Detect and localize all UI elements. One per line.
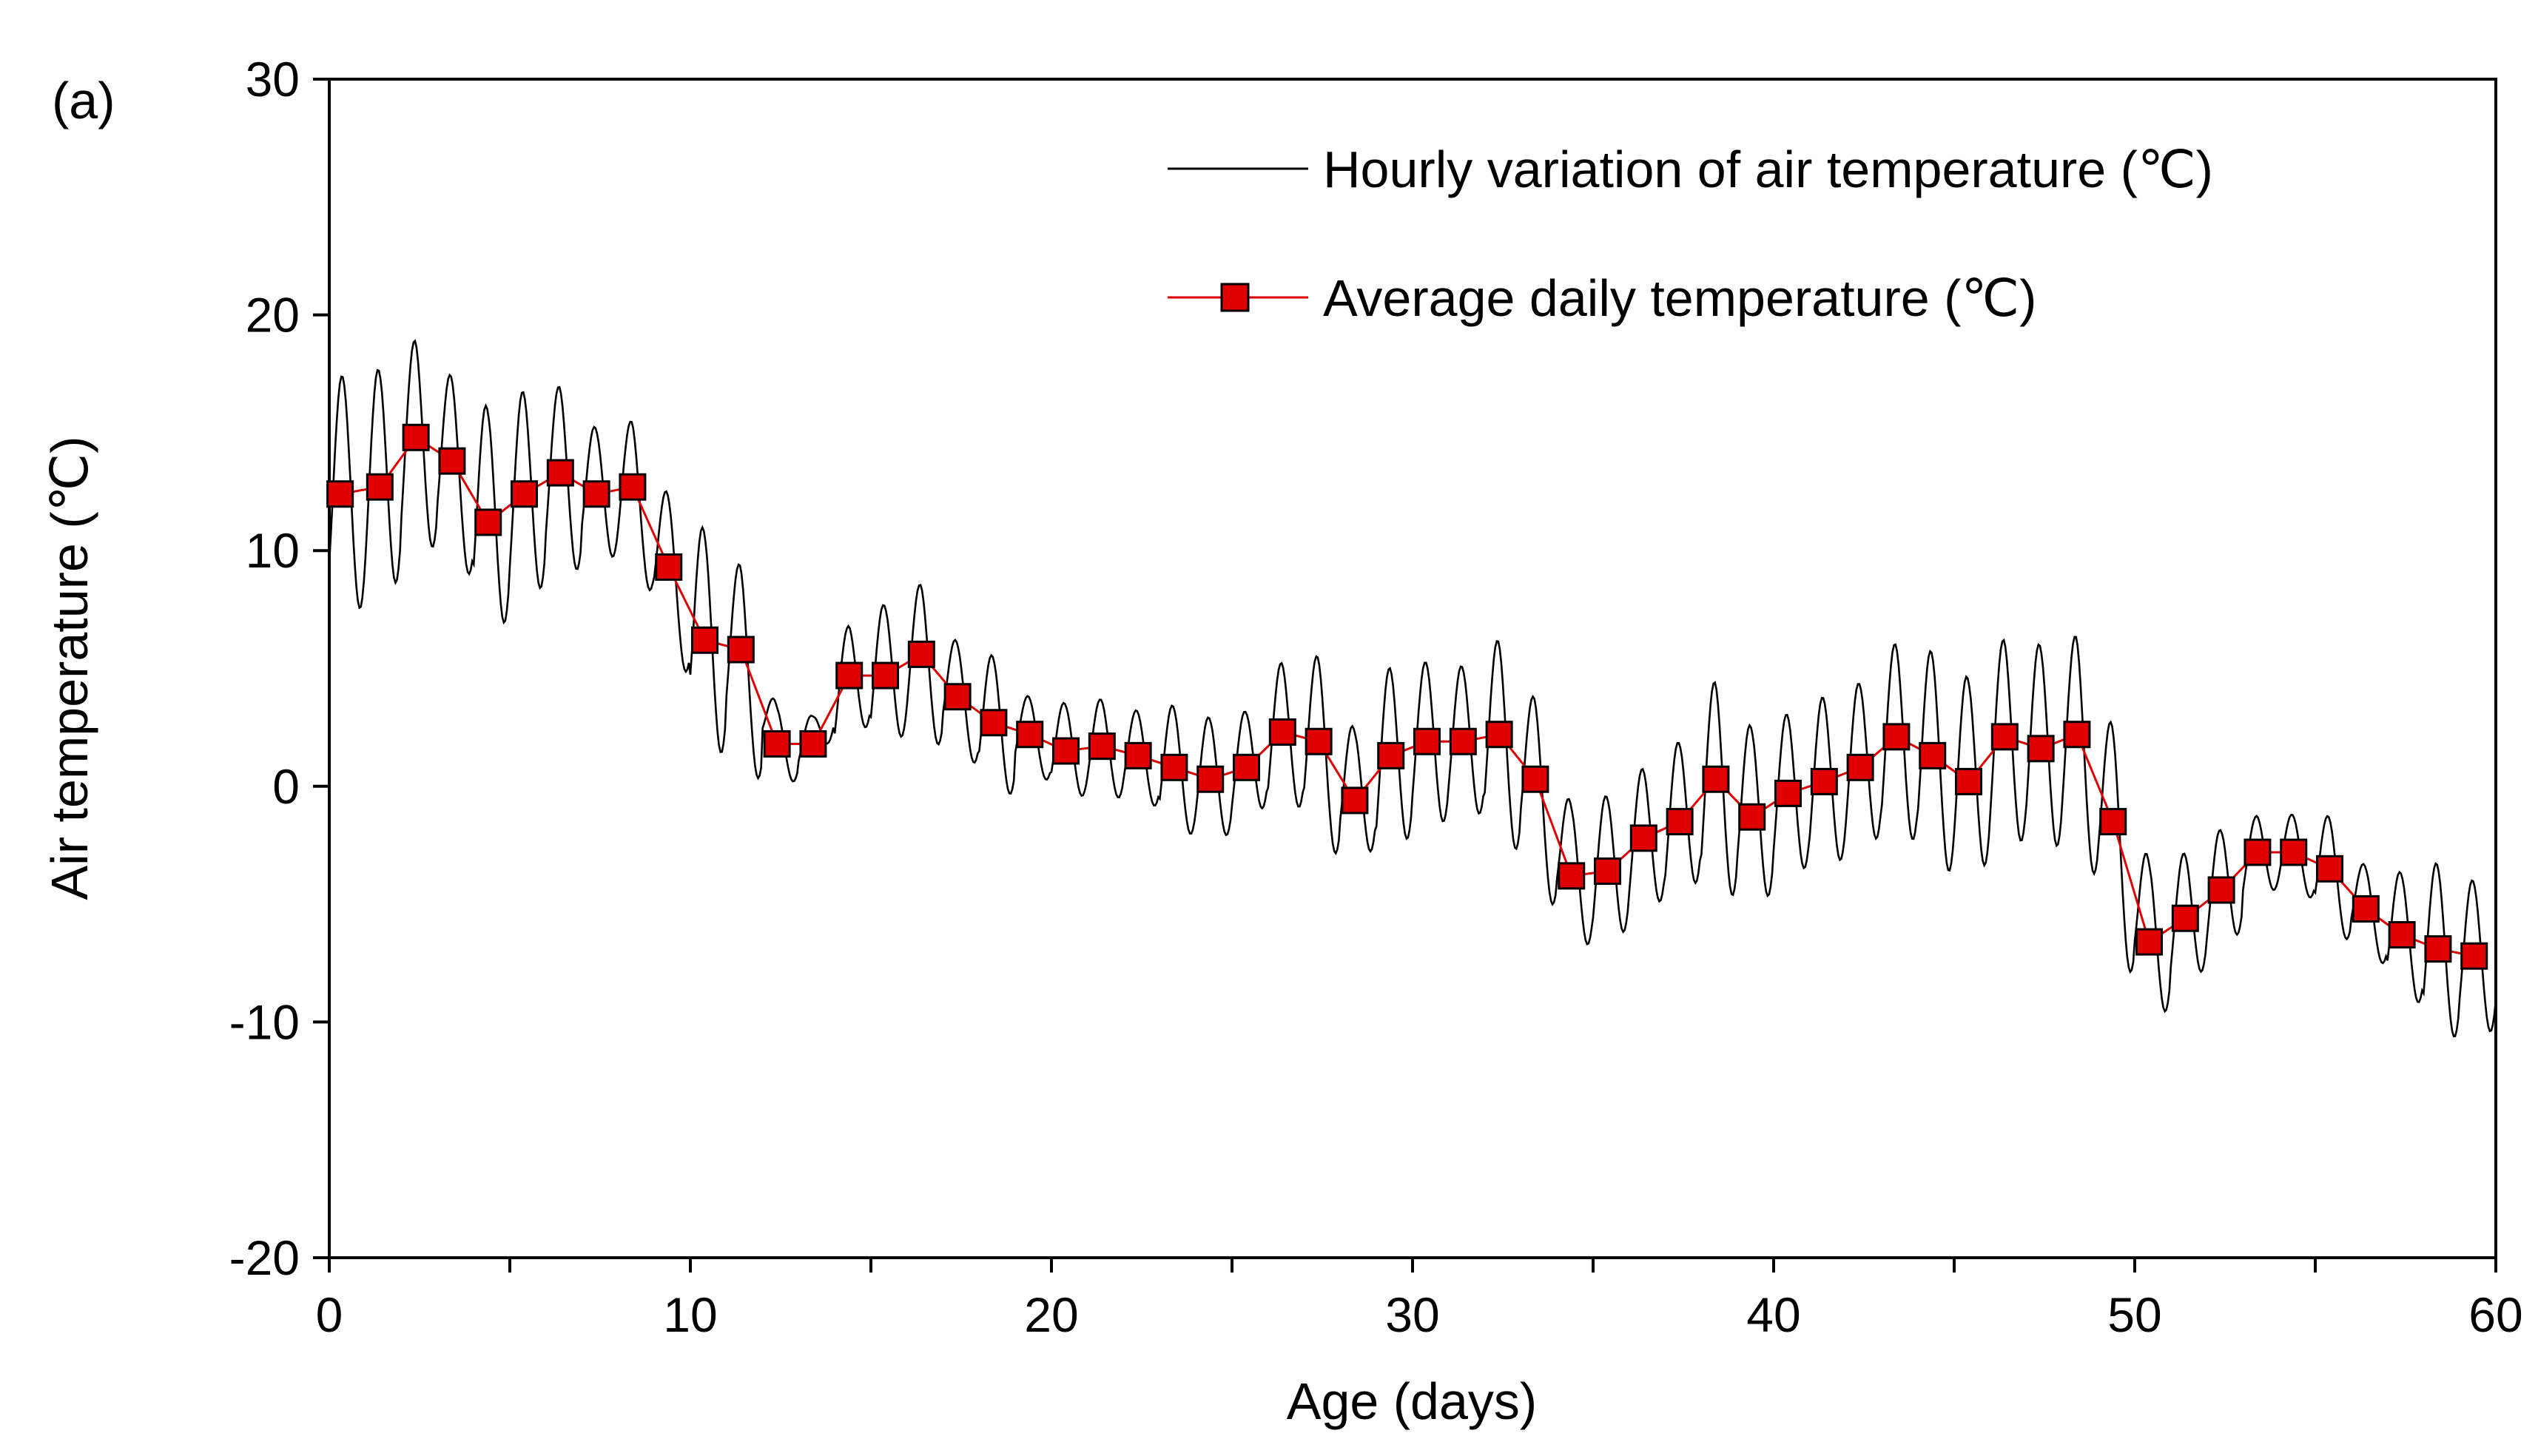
daily-marker <box>546 459 574 487</box>
daily-marker <box>2352 894 2380 923</box>
legend-hourly-label: Hourly variation of air temperature (℃) <box>1323 141 2213 198</box>
daily-marker <box>1846 753 1874 781</box>
daily-marker <box>438 447 466 475</box>
daily-marker <box>619 473 647 501</box>
daily-marker <box>2027 735 2055 763</box>
daily-marker <box>655 553 683 582</box>
daily-marker <box>872 661 900 690</box>
daily-marker <box>2460 942 2488 970</box>
daily-marker <box>1629 824 1657 852</box>
plot-frame <box>328 78 2497 1259</box>
daily-marker <box>1016 721 1044 749</box>
daily-marker <box>366 473 394 501</box>
daily-marker <box>1594 857 1622 885</box>
legend-daily-marker <box>1220 283 1250 312</box>
daily-marker <box>1268 718 1296 746</box>
daily-marker <box>1088 732 1116 761</box>
panel-label: (a) <box>52 72 115 129</box>
daily-marker <box>1521 765 1549 793</box>
daily-marker <box>1702 765 1730 793</box>
y-tick-label: 10 <box>246 523 300 578</box>
daily-marker <box>799 729 827 758</box>
daily-marker <box>2207 876 2235 904</box>
daily-marker <box>2280 838 2308 866</box>
daily-marker <box>1052 737 1080 765</box>
daily-marker <box>1233 753 1261 781</box>
y-tick-label: -10 <box>229 994 300 1049</box>
daily-marker <box>1810 767 1838 795</box>
daily-marker <box>2099 808 2127 836</box>
legend-daily-label: Average daily temperature (℃) <box>1323 269 2036 327</box>
daily-marker <box>980 709 1008 737</box>
y-tick-label: 30 <box>246 52 300 107</box>
daily-marker <box>1124 741 1152 769</box>
daily-marker <box>943 683 972 711</box>
daily-marker <box>1377 741 1405 769</box>
daily-marker <box>1919 741 1947 769</box>
daily-marker <box>2424 935 2452 963</box>
legend: Hourly variation of air temperature (℃) … <box>1168 141 2213 327</box>
x-tick-label: 40 <box>1746 1287 1800 1342</box>
x-axis-title: Age (days) <box>1287 1372 1537 1430</box>
daily-marker <box>1955 767 1983 795</box>
daily-marker <box>402 423 430 451</box>
x-tick-label: 10 <box>663 1287 717 1342</box>
daily-marker <box>727 636 755 664</box>
x-axis: 0 10 20 30 40 50 60 <box>316 1258 2523 1342</box>
hourly-temperature-line <box>328 339 2497 1038</box>
daily-marker <box>1196 765 1225 793</box>
x-tick-label: 0 <box>316 1287 343 1342</box>
daily-marker <box>326 480 354 508</box>
x-tick-label: 20 <box>1024 1287 1078 1342</box>
y-tick-label: 0 <box>272 759 300 814</box>
y-tick-label: -20 <box>229 1230 300 1285</box>
daily-average-markers <box>326 423 2488 970</box>
daily-marker <box>1449 727 1477 755</box>
daily-marker <box>2244 838 2272 866</box>
daily-marker <box>2171 904 2199 932</box>
daily-marker <box>835 661 864 690</box>
daily-marker <box>907 640 935 668</box>
daily-marker <box>1738 803 1766 831</box>
daily-marker <box>1774 779 1802 807</box>
daily-marker <box>582 480 610 508</box>
daily-marker <box>511 480 539 508</box>
daily-marker <box>2388 921 2416 949</box>
daily-marker <box>1305 727 1333 755</box>
daily-marker <box>1341 786 1369 815</box>
y-axis: -20 -10 0 10 20 30 <box>229 52 329 1285</box>
daily-marker <box>2135 928 2164 956</box>
daily-marker <box>1882 723 1911 751</box>
daily-marker <box>2063 721 2091 749</box>
daily-marker <box>1413 727 1441 755</box>
daily-marker <box>1666 808 1694 836</box>
daily-marker <box>1485 721 1513 749</box>
daily-marker <box>1558 862 1586 890</box>
daily-marker <box>1160 753 1188 781</box>
y-axis-title: Air temperature (℃) <box>41 436 98 900</box>
daily-marker <box>1990 723 2019 751</box>
x-tick-label: 50 <box>2107 1287 2161 1342</box>
x-tick-label: 30 <box>1385 1287 1439 1342</box>
daily-marker <box>691 626 719 654</box>
daily-marker <box>2316 855 2344 883</box>
daily-marker <box>763 729 791 758</box>
daily-marker <box>474 508 502 536</box>
x-tick-label: 60 <box>2468 1287 2522 1342</box>
y-tick-label: 20 <box>246 288 300 343</box>
